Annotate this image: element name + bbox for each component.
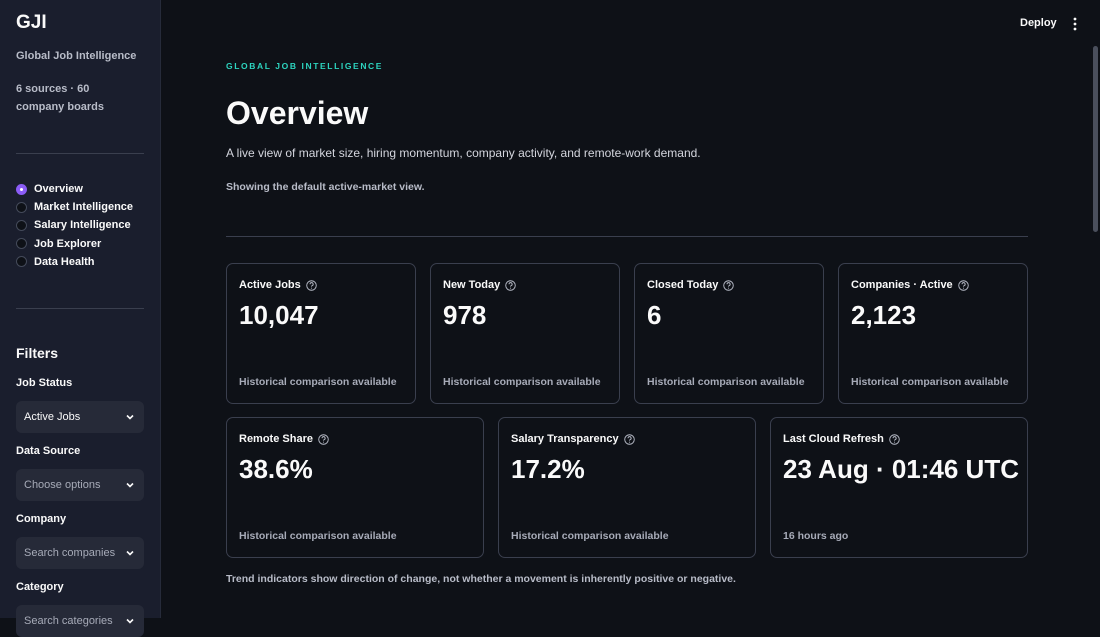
menu-button[interactable] bbox=[1072, 17, 1078, 31]
metric-label-wrap: Active Jobs bbox=[239, 279, 317, 291]
metric-card: New Today 978 Historical comparison availa… bbox=[430, 263, 620, 404]
subtitle: A live view of market size, hiring momen… bbox=[226, 146, 701, 160]
help-icon[interactable] bbox=[957, 279, 969, 291]
metric-row: Remote Share 38.6% Historical comparison a… bbox=[226, 417, 1028, 558]
nav-label: Data Health bbox=[34, 255, 95, 268]
help-icon[interactable] bbox=[505, 279, 516, 291]
metric-label: Active Jobs bbox=[239, 279, 301, 291]
divider bbox=[16, 153, 144, 154]
divider bbox=[226, 236, 1028, 237]
tagline: Global Job Intelligence bbox=[16, 50, 137, 62]
chevron bbox=[126, 414, 134, 420]
metric-value: 6 bbox=[647, 300, 662, 330]
metric-note: Historical comparison available bbox=[239, 376, 397, 388]
nav: Overview Market Intelligence Salary Intell… bbox=[16, 180, 133, 271]
nav-item[interactable]: Job Explorer bbox=[16, 235, 133, 253]
metric-card: Remote Share 38.6% Historical comparison a… bbox=[226, 417, 484, 558]
metric-value: 38.6% bbox=[239, 454, 313, 484]
metric-note: Historical comparison available bbox=[851, 376, 1009, 388]
chevron bbox=[126, 482, 134, 488]
select-value: Active Jobs bbox=[24, 411, 81, 423]
select[interactable]: Active Jobs bbox=[16, 401, 144, 433]
metric-label-wrap: Salary Transparency bbox=[511, 433, 635, 445]
radio[interactable] bbox=[16, 238, 27, 250]
radio[interactable] bbox=[16, 219, 27, 231]
metric-label-wrap: Remote Share bbox=[239, 433, 329, 445]
page-title: Overview bbox=[226, 95, 369, 131]
select[interactable]: Search companies bbox=[16, 537, 144, 569]
metric-value: 10,047 bbox=[239, 300, 319, 330]
footnote: Trend indicators show direction of chang… bbox=[226, 573, 736, 585]
metric-card: Closed Today 6 Historical comparison avail… bbox=[634, 263, 824, 404]
eyebrow: GLOBAL JOB INTELLIGENCE bbox=[226, 61, 384, 71]
radio[interactable] bbox=[16, 201, 27, 213]
metric-label-wrap: Closed Today bbox=[647, 279, 735, 291]
metric-note: Historical comparison available bbox=[239, 530, 397, 542]
filters-title: Filters bbox=[16, 345, 59, 361]
radio[interactable] bbox=[16, 183, 27, 195]
filter-label: Job Status bbox=[16, 377, 73, 389]
metric-label-wrap: Last Cloud Refresh bbox=[783, 433, 900, 445]
metric-note: Historical comparison available bbox=[443, 376, 601, 388]
sources: 6 sources · 60 company boards bbox=[16, 83, 105, 113]
select-value: Search categories bbox=[24, 615, 113, 627]
metric-label-wrap: Companies · Active bbox=[851, 279, 969, 291]
nav-label: Market Intelligence bbox=[34, 201, 134, 214]
filter-field: Category Search categories bbox=[16, 581, 144, 637]
nav-item[interactable]: Salary Intelligence bbox=[16, 216, 133, 234]
metric-label: Remote Share bbox=[239, 433, 313, 445]
divider bbox=[16, 308, 144, 309]
chevron bbox=[126, 550, 134, 556]
filter-field: Job Status Active Jobs bbox=[16, 377, 144, 433]
select-value: Choose options bbox=[24, 479, 101, 491]
nav-item[interactable]: Data Health bbox=[16, 253, 133, 271]
metric-label: Closed Today bbox=[647, 279, 719, 291]
metric-value: 17.2% bbox=[511, 454, 585, 484]
metric-label-wrap: New Today bbox=[443, 279, 516, 291]
nav-item[interactable]: Market Intelligence bbox=[16, 198, 133, 216]
metric-label: New Today bbox=[443, 279, 501, 291]
metric-card: Last Cloud Refresh 23 Aug · 01:46 UTC 16 h… bbox=[770, 417, 1028, 558]
metric-label: Salary Transparency bbox=[511, 433, 619, 445]
help-icon[interactable] bbox=[623, 433, 635, 445]
filter-label: Data Source bbox=[16, 445, 81, 457]
scrollbar[interactable] bbox=[1093, 46, 1098, 232]
nav-label: Overview bbox=[34, 183, 83, 196]
metric-note: 16 hours ago bbox=[783, 530, 849, 542]
filter-field: Company Search companies bbox=[16, 513, 144, 569]
metric-row: Active Jobs 10,047 Historical comparison a… bbox=[226, 263, 1028, 404]
brand: GJI bbox=[16, 12, 47, 33]
metric-note: Historical comparison available bbox=[511, 530, 669, 542]
metric-note: Historical comparison available bbox=[647, 376, 805, 388]
view-note: Showing the default active-market view. bbox=[226, 181, 425, 193]
sidebar: GJI Global Job Intelligence 6 sources · … bbox=[0, 0, 161, 637]
metric-value: 2,123 bbox=[851, 300, 917, 330]
help-icon[interactable] bbox=[889, 433, 900, 445]
deploy-button[interactable]: Deploy bbox=[1020, 17, 1057, 29]
nav-label: Salary Intelligence bbox=[34, 219, 131, 232]
select[interactable]: Search categories bbox=[16, 605, 144, 637]
help-icon[interactable] bbox=[306, 279, 317, 291]
radio[interactable] bbox=[16, 256, 27, 268]
metric-card: Companies · Active 2,123 Historical compar… bbox=[838, 263, 1028, 404]
metric-card: Active Jobs 10,047 Historical comparison a… bbox=[226, 263, 416, 404]
help-icon[interactable] bbox=[318, 433, 329, 445]
metric-card: Salary Transparency 17.2% Historical compa… bbox=[498, 417, 756, 558]
nav-label: Job Explorer bbox=[34, 237, 102, 250]
metric-value: 23 Aug · 01:46 UTC bbox=[783, 454, 1019, 484]
help-icon[interactable] bbox=[723, 279, 735, 291]
metric-value: 978 bbox=[443, 300, 487, 330]
nav-item[interactable]: Overview bbox=[16, 180, 133, 198]
metric-label: Companies · Active bbox=[851, 279, 953, 291]
metric-label: Last Cloud Refresh bbox=[783, 433, 884, 445]
select[interactable]: Choose options bbox=[16, 469, 144, 501]
filter-label: Category bbox=[16, 581, 64, 593]
select-value: Search companies bbox=[24, 547, 116, 559]
filter-field: Data Source Choose options bbox=[16, 445, 144, 501]
filter-label: Company bbox=[16, 513, 67, 525]
